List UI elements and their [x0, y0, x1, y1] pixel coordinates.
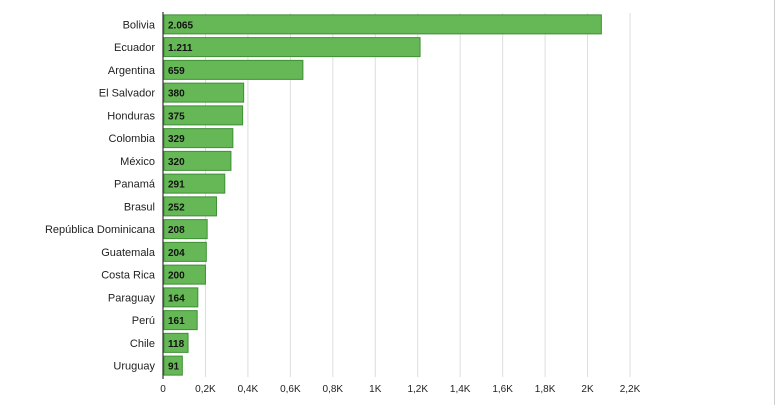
category-label: Ecuador	[114, 42, 155, 54]
x-tick-label: 1,6K	[492, 384, 513, 395]
right-edge-divider	[774, 0, 775, 405]
axis: 0 0,2K 0,4K 0,6K 0,8K 1K 1,2K 1,4K 1,6K 1,8K 2K 2,2…	[45, 12, 641, 395]
category-label: Bolivia	[123, 19, 156, 31]
category-label: El Salvador	[99, 88, 156, 100]
category-label: Perú	[132, 315, 155, 327]
bar-value-label: 208	[168, 225, 185, 236]
x-tick-label: 2,2K	[620, 384, 641, 395]
bar-value-label: 380	[168, 89, 185, 100]
bar	[163, 14, 602, 35]
x-tick-label: 1,4K	[450, 384, 471, 395]
bar	[163, 105, 244, 126]
category-label: Chile	[130, 338, 155, 350]
bar-value-label: 329	[168, 134, 185, 145]
bar-value-label: 252	[168, 202, 185, 213]
bar-value-label: 291	[168, 180, 185, 191]
bar-value-label: 204	[168, 248, 185, 259]
bar	[163, 355, 183, 376]
bar	[163, 219, 208, 240]
bar-value-label: 659	[168, 66, 185, 77]
bar	[163, 264, 206, 285]
category-label: Paraguay	[108, 292, 156, 304]
category-label: Honduras	[107, 110, 155, 122]
bars: 2.065 1.211 659 380 375 329 320 291 252 208 204 200…	[163, 14, 602, 376]
category-label: Guatemala	[101, 247, 156, 259]
x-tick-label: 0,8K	[323, 384, 344, 395]
x-tick-label: 0,2K	[195, 384, 216, 395]
bar-value-label: 375	[168, 111, 185, 122]
category-label: República Dominicana	[45, 224, 156, 236]
category-label: Costa Rica	[101, 270, 156, 282]
x-tick-label: 0,6K	[280, 384, 301, 395]
category-label: Argentina	[108, 65, 156, 77]
x-tick-label: 2K	[581, 384, 594, 395]
bar-value-label: 118	[168, 339, 185, 350]
category-label: Uruguay	[113, 361, 155, 373]
bar-value-label: 200	[168, 271, 185, 282]
bar	[163, 173, 226, 194]
bar	[163, 241, 207, 262]
x-tick-label: 1K	[369, 384, 382, 395]
bar-value-label: 161	[168, 316, 185, 327]
bar	[163, 332, 189, 353]
bar	[163, 59, 304, 80]
bar	[163, 37, 421, 58]
bar-value-label: 1.211	[168, 43, 193, 54]
category-label: Panamá	[114, 179, 156, 191]
bar	[163, 150, 232, 171]
category-label: Brasul	[124, 201, 155, 213]
x-tick-label: 1,8K	[535, 384, 556, 395]
bar	[163, 82, 245, 103]
bar	[163, 196, 217, 217]
x-tick-label: 1,2K	[407, 384, 428, 395]
x-tick-label: 0,4K	[238, 384, 259, 395]
bar-value-label: 2.065	[168, 20, 193, 31]
bar	[163, 287, 199, 308]
x-tick-label: 0	[160, 384, 166, 395]
bar-value-label: 91	[168, 362, 180, 373]
category-label: México	[120, 156, 155, 168]
bar-value-label: 320	[168, 157, 185, 168]
bar-value-label: 164	[168, 293, 185, 304]
bar	[163, 128, 234, 149]
bar	[163, 310, 198, 331]
category-label: Colombia	[109, 133, 156, 145]
